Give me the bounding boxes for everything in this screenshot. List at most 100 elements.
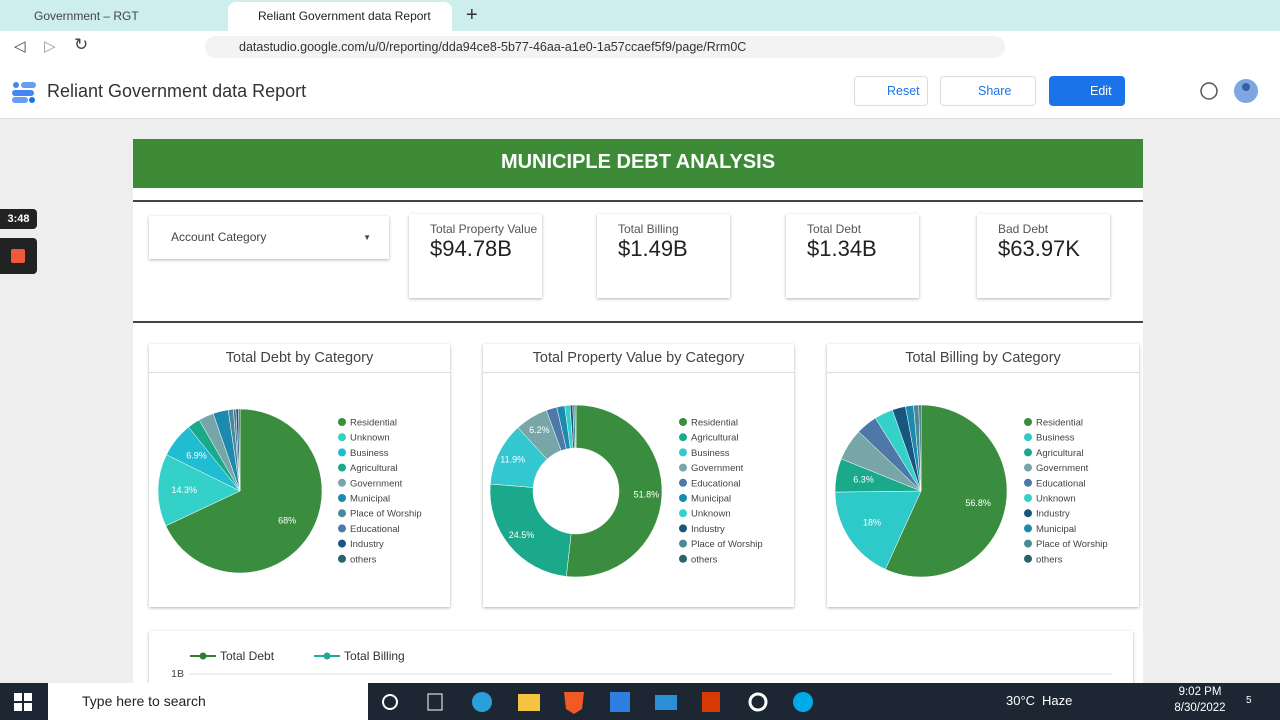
legend-label: Industry	[350, 539, 384, 550]
back[interactable]: ◁	[14, 38, 26, 55]
legend-label: Business	[1036, 433, 1075, 444]
kpi-value: $1.34B	[807, 236, 877, 261]
legend-swatch	[679, 539, 687, 548]
legend-label: others	[691, 554, 718, 565]
notification-count[interactable]: 5	[1246, 695, 1252, 706]
legend-label: Business	[691, 448, 730, 459]
legend-label: Unknown	[1036, 494, 1076, 505]
legend-swatch	[1024, 463, 1032, 472]
chart-panel	[149, 631, 1133, 691]
legend-swatch	[338, 524, 346, 533]
kpi-value: $1.49B	[618, 236, 688, 261]
pie-slice	[885, 404, 1008, 578]
data-label: 6.9%	[186, 451, 207, 461]
reset-button[interactable]: Reset	[854, 76, 928, 106]
search-placeholder: Type here to search	[82, 693, 206, 709]
legend-label: others	[350, 554, 377, 565]
weather-temp: 30°C	[1006, 693, 1036, 708]
button-label: Share	[978, 84, 1012, 98]
divider	[133, 321, 1143, 323]
record-timer: 3:48	[0, 209, 37, 229]
record-stop[interactable]	[0, 238, 37, 274]
data-label: 14.3%	[171, 485, 197, 495]
pie-slice	[918, 404, 922, 492]
kpi-value: $94.78B	[430, 236, 512, 261]
legend-swatch	[679, 463, 687, 472]
y-tick-label: 1B	[171, 668, 184, 680]
pie-slice	[489, 483, 572, 577]
data-label: 6.3%	[853, 475, 874, 485]
kpi-card: Total Property Value $94.78B	[409, 214, 542, 298]
kpi-card: Bad Debt $63.97K	[977, 214, 1110, 298]
pie-slice	[566, 404, 663, 578]
legend-label: Government	[1036, 463, 1089, 474]
clock-time: 9:02 PM	[1178, 686, 1222, 698]
new-tab[interactable]: +	[466, 4, 478, 26]
url: datastudio.google.com/u/0/reporting/dda9…	[239, 40, 747, 54]
legend-swatch	[679, 524, 687, 533]
legend-label: Residential	[1036, 418, 1083, 429]
legend-dot	[323, 652, 331, 660]
app-title: Reliant Government data Report	[47, 81, 307, 101]
legend-label: Municipal	[350, 494, 390, 505]
legend-label: Total Billing	[344, 649, 405, 663]
edit-button[interactable]: Edit	[1049, 76, 1125, 106]
header-icons	[1200, 79, 1258, 103]
legend-swatch	[338, 539, 346, 548]
tab-title: Reliant Government data Report	[258, 9, 431, 23]
kpi-label: Total Property Value	[430, 222, 538, 236]
legend-label: Educational	[1036, 478, 1086, 489]
kpi-card: Total Debt $1.34B	[786, 214, 919, 298]
forward[interactable]: ▷	[44, 38, 56, 55]
legend-label: Place of Worship	[691, 539, 763, 550]
share-button[interactable]: Share	[940, 76, 1036, 106]
url-field[interactable]: datastudio.google.com/u/0/reporting/dda9…	[205, 36, 1005, 58]
legend-swatch	[338, 448, 346, 457]
legend-swatch	[338, 418, 346, 426]
filter-label: Account Category	[171, 230, 267, 244]
tab[interactable]: Government – RGT	[4, 2, 226, 31]
legend-swatch	[679, 554, 687, 563]
legend-swatch	[338, 463, 346, 472]
clock-date: 8/30/2022	[1174, 702, 1226, 714]
legend-swatch	[1024, 554, 1032, 563]
logo	[12, 82, 36, 103]
reload[interactable]: ↻	[74, 35, 89, 54]
tab[interactable]: Reliant Government data Report	[228, 2, 452, 31]
data-label: 11.9%	[500, 454, 525, 464]
chart-title: Total Debt by Category	[149, 344, 450, 373]
legend-label: Educational	[691, 478, 741, 489]
tab-title: Government – RGT	[34, 9, 139, 23]
charts-layer: 68% 14.3% 6.9% Residential Unknown Business Ag…	[157, 404, 1112, 680]
search-box[interactable]: Type here to search	[48, 683, 368, 720]
legend-dot	[199, 652, 207, 660]
legend-swatch	[1024, 509, 1032, 518]
legend-swatch	[338, 494, 346, 502]
legend-swatch	[338, 478, 346, 487]
start-button[interactable]	[14, 693, 32, 711]
legend-swatch	[1024, 494, 1032, 502]
legend-label: Total Debt	[220, 649, 275, 663]
pie-slice	[165, 408, 323, 574]
weather-condition: Haze	[1042, 693, 1073, 708]
kpi-value: $63.97K	[998, 236, 1080, 261]
chart-title: Total Property Value by Category	[483, 344, 794, 373]
legend-swatch	[338, 509, 346, 518]
legend-swatch	[1024, 418, 1032, 426]
legend-swatch	[1024, 433, 1032, 442]
legend-label: Place of Worship	[350, 509, 422, 520]
data-label: 51.8%	[634, 489, 660, 499]
legend-label: Industry	[691, 524, 725, 535]
kpi-label: Bad Debt	[998, 222, 1049, 236]
legend-label: others	[1036, 554, 1063, 565]
legend-swatch	[338, 554, 346, 563]
filter-dropdown[interactable]: Account Category ▼	[149, 216, 389, 259]
legend-label: Residential	[691, 418, 738, 429]
legend-label: Municipal	[691, 494, 731, 505]
legend-label: Government	[691, 463, 744, 474]
legend-swatch	[679, 433, 687, 442]
legend-swatch	[1024, 539, 1032, 548]
legend-label: Place of Worship	[1036, 539, 1108, 550]
data-label: 56.8%	[965, 498, 991, 508]
